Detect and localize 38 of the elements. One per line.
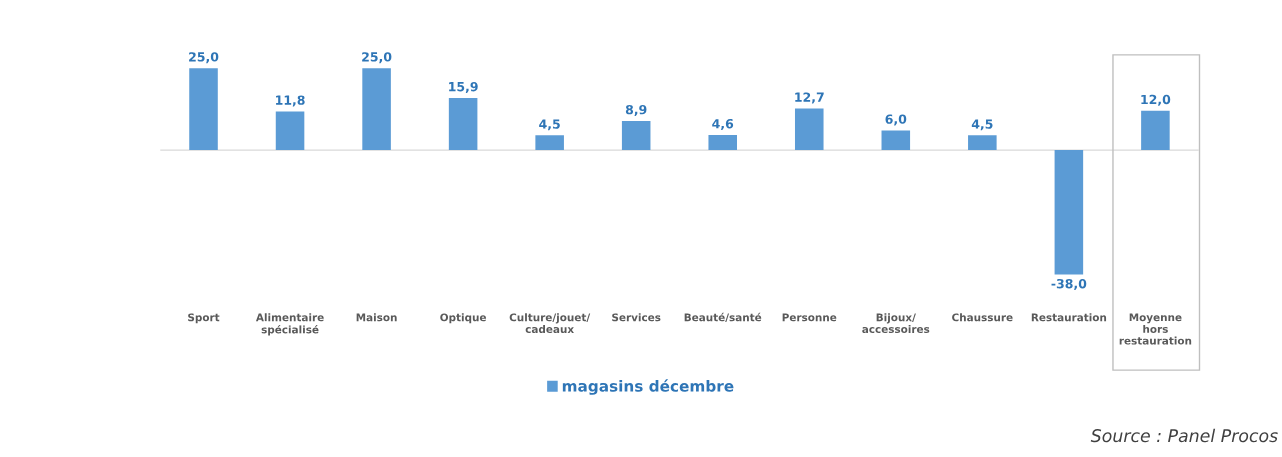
data-label: 25,0 <box>189 52 219 64</box>
x-tick-label: Maison <box>356 313 397 322</box>
bar <box>881 130 911 151</box>
data-label: 4,5 <box>971 119 993 131</box>
source-note: Source : Panel Procos <box>1090 428 1278 443</box>
bar <box>535 135 564 151</box>
x-tick-label: Sport <box>188 313 220 324</box>
data-label: 12,7 <box>795 92 824 104</box>
data-label: 4,5 <box>539 119 560 131</box>
x-tick-label: Services <box>612 313 661 322</box>
bar <box>1141 110 1170 151</box>
legend-label: magasins décembre <box>562 379 734 395</box>
data-label: 25,0 <box>362 52 392 64</box>
x-tick-label: Personne <box>782 313 837 322</box>
data-label: -38,0 <box>1051 278 1087 291</box>
bar <box>708 135 738 151</box>
bar <box>362 68 391 151</box>
x-tick-label: Chaussure <box>952 313 1013 322</box>
data-label: 12,0 <box>1141 94 1171 106</box>
bar <box>448 97 478 151</box>
bar <box>621 120 651 151</box>
x-tick-label: Alimentaire spécialisé <box>255 313 324 336</box>
x-tick-label: Beauté/santé <box>684 312 762 323</box>
data-label: 11,8 <box>276 95 305 107</box>
bar <box>968 135 997 151</box>
x-tick-label: Moyenne hors restauration <box>1119 313 1192 345</box>
data-label: 6,0 <box>885 114 907 126</box>
bar <box>189 68 218 151</box>
x-tick-label: Optique <box>440 313 487 324</box>
x-tick-label: Restauration <box>1031 313 1107 322</box>
bar <box>275 111 305 151</box>
data-label: 8,9 <box>625 104 647 116</box>
x-tick-label: Culture/jouet/ cadeaux <box>509 313 591 334</box>
x-tick-label: Bijoux/ accessoires <box>862 313 930 334</box>
bar <box>1054 150 1084 275</box>
bar <box>794 108 824 151</box>
data-label: 15,9 <box>449 81 478 93</box>
data-label: 4,6 <box>712 118 734 131</box>
